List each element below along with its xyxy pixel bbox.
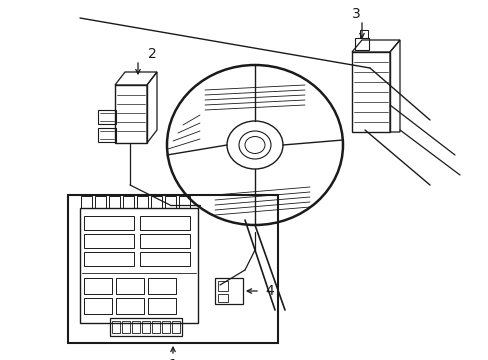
Bar bbox=[84, 298, 112, 314]
Bar bbox=[110, 318, 182, 336]
Bar bbox=[354, 38, 368, 50]
Bar bbox=[215, 278, 243, 304]
Bar bbox=[122, 321, 130, 333]
Bar bbox=[218, 294, 227, 302]
Bar bbox=[84, 252, 134, 266]
Bar bbox=[164, 196, 176, 208]
Bar bbox=[84, 278, 112, 294]
Bar bbox=[112, 321, 120, 333]
Text: 2: 2 bbox=[148, 47, 157, 61]
Bar bbox=[179, 196, 190, 208]
Bar bbox=[148, 298, 176, 314]
Bar bbox=[172, 321, 180, 333]
Bar bbox=[142, 321, 150, 333]
Text: 4: 4 bbox=[264, 284, 273, 298]
Bar bbox=[140, 252, 190, 266]
Bar bbox=[132, 321, 140, 333]
Bar bbox=[359, 30, 367, 38]
Bar bbox=[109, 196, 120, 208]
Bar bbox=[123, 196, 134, 208]
Bar bbox=[148, 278, 176, 294]
Text: 1: 1 bbox=[168, 358, 177, 360]
Bar bbox=[140, 234, 190, 248]
Bar bbox=[151, 196, 162, 208]
Bar bbox=[80, 208, 198, 323]
Bar bbox=[116, 278, 143, 294]
Bar bbox=[98, 110, 116, 124]
Bar bbox=[84, 216, 134, 230]
Bar bbox=[95, 196, 106, 208]
Text: 3: 3 bbox=[351, 7, 360, 21]
Bar bbox=[137, 196, 148, 208]
Bar bbox=[116, 298, 143, 314]
Bar bbox=[81, 196, 92, 208]
Bar bbox=[162, 321, 170, 333]
Bar bbox=[218, 281, 227, 291]
Bar bbox=[98, 128, 116, 142]
Bar bbox=[115, 85, 147, 143]
Bar bbox=[68, 195, 278, 343]
Bar bbox=[84, 234, 134, 248]
Bar bbox=[351, 52, 389, 132]
Bar bbox=[152, 321, 160, 333]
Bar bbox=[140, 216, 190, 230]
